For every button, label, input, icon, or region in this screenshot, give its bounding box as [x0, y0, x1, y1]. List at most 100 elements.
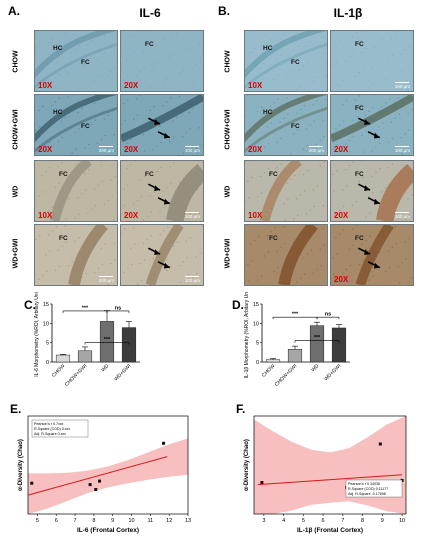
scale-bar	[395, 81, 409, 83]
y-axis-label: IL-1β Morphometry (%ROI, Arbitary Unit)	[244, 292, 250, 378]
magnification-label: 20X	[248, 145, 263, 154]
arrowhead-icon	[373, 198, 380, 205]
x-tick-label: 3	[262, 518, 265, 524]
scale-label: 200 µm	[98, 278, 114, 283]
micrograph-b-r2-c2: FC 20X 100 µm	[330, 94, 414, 156]
scale-label: 100 µm	[394, 214, 410, 219]
x-tick-label: 6	[55, 518, 58, 524]
micrograph-a-r4-c2: 100 µm	[120, 224, 204, 286]
data-point	[378, 442, 382, 446]
x-axis-label: IL-6 (Frontal Cortex)	[77, 527, 139, 534]
region-label: FC	[269, 171, 278, 178]
y-tick-label: 0	[46, 360, 49, 366]
micrograph-a-r3-c1: FC 10X	[34, 160, 118, 222]
data-point	[94, 488, 98, 491]
y-axis-label: IL-6 Morphometry (%ROI, Arbitary Unit)	[34, 292, 40, 377]
scale-bar	[99, 145, 113, 147]
tissue-image	[35, 31, 117, 91]
panel-c-letter: C.	[24, 298, 36, 312]
magnification-label: 20X	[124, 211, 139, 220]
micrograph-b-r1-c2: FC 100 µm	[330, 30, 414, 92]
x-tick-label: WD	[100, 363, 110, 373]
micrograph-a-r3-c2: FC 20X 100 µm	[120, 160, 204, 222]
significance-label: ***	[314, 335, 321, 341]
tissue-image	[245, 225, 327, 285]
y-tick-label: 0	[256, 360, 259, 366]
x-tick-label: 9	[381, 518, 384, 524]
y-tick-label: 15	[43, 302, 49, 308]
region-label: HC	[53, 109, 63, 116]
micrograph-b-r2-c1: HC FC 20X 200 µm	[244, 94, 328, 156]
magnification-label: 10X	[38, 211, 53, 220]
stats-line: Adj. R-Square 0.xxx	[34, 432, 66, 436]
scale-bar	[395, 145, 409, 147]
data-point	[88, 483, 92, 487]
magnification-label: 10X	[38, 81, 53, 90]
micrograph-b-r3-c1: FC 10X	[244, 160, 328, 222]
magnification-label: 20X	[38, 145, 53, 154]
chart-f: 3 4 5 6 7 8 9 10 IL-1β (Frontal Cortex) α-Diversi…	[244, 415, 407, 534]
panel-b-letter: B.	[218, 4, 230, 18]
scale-bar	[185, 145, 199, 147]
magnification-label: 10X	[248, 81, 263, 90]
bar	[77, 350, 93, 363]
confidence-band	[254, 416, 406, 514]
region-label: FC	[81, 59, 90, 66]
y-tick-label: 10	[253, 321, 259, 327]
bar	[55, 354, 71, 363]
micrograph-b-r4-c2: FC 20X	[330, 224, 414, 286]
micrograph-b-r1-c1: HC FC 10X	[244, 30, 328, 92]
micrograph-a-r1-c1: HC FC 10X	[34, 30, 118, 92]
x-tick-label: 12	[166, 518, 172, 524]
confidence-band	[28, 438, 188, 514]
chart-e: 5 6 7 8 9 10 11 12 13 IL-6 (Frontal Cortex) α-Dive…	[18, 415, 191, 534]
tissue-image	[331, 225, 413, 285]
arrowhead-icon	[163, 262, 170, 269]
scale-bar	[309, 145, 323, 147]
x-tick-label: CHOW+GWI	[274, 363, 299, 388]
region-label: FC	[59, 235, 68, 242]
fit-line	[257, 474, 403, 486]
panel-a-letter: A.	[8, 4, 20, 18]
x-tick-label: 11	[147, 518, 153, 524]
region-label: FC	[355, 41, 364, 48]
row-label-chow-gwi-b: CHOW+GWI	[224, 109, 232, 150]
region-label: FC	[355, 171, 364, 178]
y-tick-label: 5	[46, 341, 49, 347]
arrowhead-icon	[154, 185, 161, 191]
arrowhead-icon	[163, 132, 170, 139]
region-label: FC	[291, 123, 300, 130]
bar	[265, 359, 281, 363]
data-point	[162, 441, 166, 445]
x-tick-label: 8	[92, 518, 95, 524]
stats-line: Adj. R-Square -0.17698	[348, 492, 386, 496]
fit-line	[27, 456, 168, 496]
scale-bar	[395, 211, 409, 213]
stats-box	[345, 479, 403, 498]
tissue-image	[121, 161, 203, 221]
significance-label: ***	[82, 305, 89, 311]
data-point	[30, 481, 34, 485]
region-label: HC	[263, 109, 273, 116]
region-label: FC	[145, 171, 154, 178]
region-label: FC	[291, 59, 300, 66]
bar	[287, 348, 303, 363]
arrowhead-icon	[373, 132, 380, 139]
row-label-wd-gwi-b: WD+GWI	[224, 238, 232, 269]
tissue-image	[121, 95, 203, 155]
magnification-label: 20X	[124, 145, 139, 154]
row-label-chow-b: CHOW	[224, 50, 232, 73]
x-tick-label: WD	[310, 363, 320, 373]
arrowhead-icon	[154, 119, 161, 125]
x-tick-label: WD+GWI	[323, 363, 342, 382]
tissue-image	[245, 95, 327, 155]
significance-label: ***	[292, 312, 299, 318]
micrograph-a-r2-c1: HC FC 20X 200 µm	[34, 94, 118, 156]
region-label: FC	[355, 105, 364, 112]
stats-line: R-Square (COD) 0.xxx	[34, 427, 70, 431]
scale-bar	[185, 211, 199, 213]
y-axis-label: α-Diversity (Chao)	[18, 439, 24, 491]
data-point	[98, 479, 102, 483]
region-label: FC	[59, 171, 68, 178]
micrograph-b-r4-c1: FC	[244, 224, 328, 286]
